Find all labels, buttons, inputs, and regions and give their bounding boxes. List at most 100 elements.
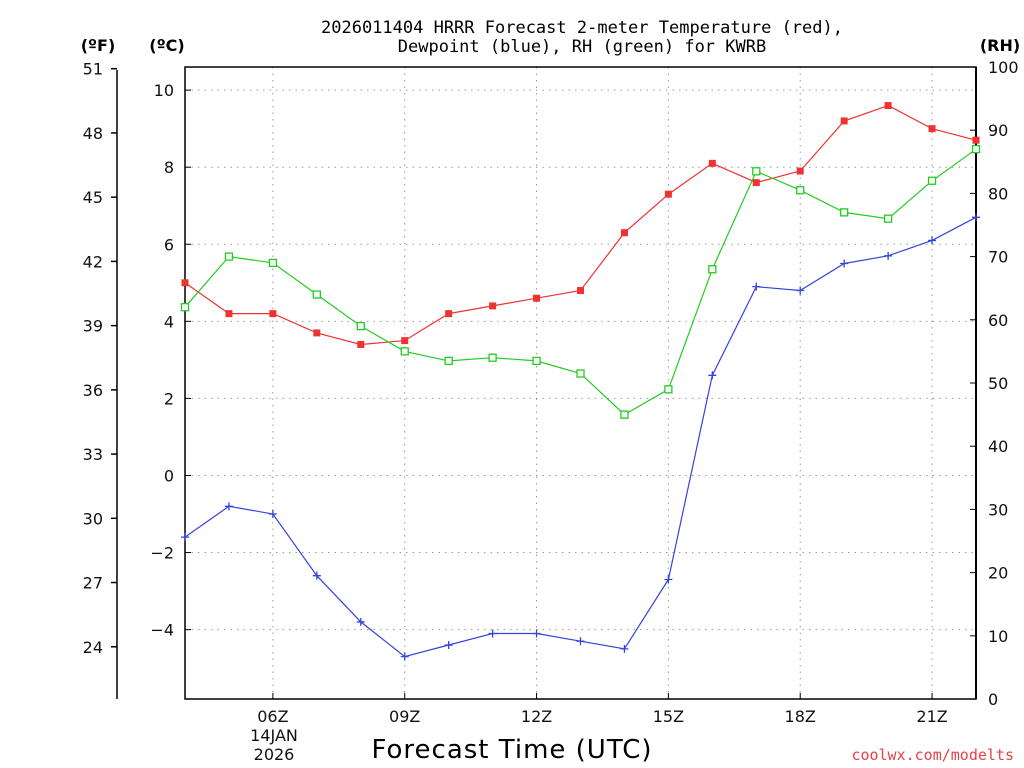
dewpoint-point [356, 617, 365, 626]
x-tick-label: 18Z [785, 707, 816, 726]
plot-frame [184, 66, 977, 700]
celsius-tick-label: 10 [154, 81, 174, 100]
celsius-tick-label: −4 [150, 621, 174, 640]
rh-point [927, 176, 937, 185]
rh-point [444, 356, 453, 366]
chart-title-line-1: 2026011404 HRRR Forecast 2-meter Tempera… [321, 18, 843, 38]
dewpoint-point [400, 652, 409, 661]
x-tick-label: 21Z [916, 707, 947, 726]
temperature-point [620, 229, 628, 237]
temperature-point [796, 167, 804, 175]
fahrenheit-tick-label: 39 [83, 317, 103, 336]
rh-tick-label: 70 [988, 248, 1008, 267]
rh-point [356, 321, 365, 331]
temperature-point [752, 179, 760, 187]
celsius-tick-label: 2 [164, 389, 174, 408]
temperature-point [840, 117, 848, 125]
temperature-point [225, 310, 233, 318]
temperature-point [533, 294, 541, 302]
dewpoint-point [268, 510, 277, 519]
dewpoint-point [972, 213, 980, 222]
fahrenheit-tick-label: 36 [83, 381, 103, 400]
temperature-point [269, 310, 277, 318]
dewpoint-point [664, 575, 673, 584]
temperature-point [708, 159, 716, 167]
rh-tick-label: 30 [988, 500, 1008, 519]
rh-point [400, 347, 409, 356]
rh-point [840, 208, 849, 217]
rh-point [488, 353, 497, 362]
temperature-point [401, 337, 409, 345]
dewpoint-point [752, 282, 761, 291]
fahrenheit-tick-label: 24 [83, 638, 103, 657]
dewpoint-point [928, 236, 937, 245]
rh-point [312, 290, 321, 299]
fahrenheit-tick-label: 48 [83, 124, 103, 143]
data-series [180, 102, 981, 661]
temperature-point [972, 136, 980, 144]
fahrenheit-tick-label: 27 [83, 574, 103, 593]
rh-point [664, 385, 673, 394]
dewpoint-point [488, 629, 497, 638]
x-axis-title: Forecast Time (UTC) [371, 735, 652, 765]
fahrenheit-tick-label: 45 [83, 188, 103, 207]
celsius-tick-label: 6 [164, 235, 174, 254]
dewpoint-point [444, 641, 453, 650]
rh-point [752, 167, 761, 176]
gridlines [185, 67, 976, 699]
rh-tick-label: 50 [988, 374, 1008, 393]
temperature-line [184, 104, 977, 346]
rh-point [576, 369, 585, 378]
dewpoint-point [840, 259, 849, 268]
rh-point [883, 214, 893, 223]
rh-point [620, 410, 629, 419]
date-label-line-2: 2026 [254, 745, 295, 764]
date-label-line-1: 14JAN [250, 726, 298, 745]
temperature-point [313, 329, 321, 337]
dewpoint-point [796, 286, 805, 295]
rh-point [971, 145, 981, 154]
dewpoint-point [884, 251, 893, 260]
rh-tick-label: 60 [988, 311, 1008, 330]
rh-point [224, 252, 234, 261]
dewpoint-point [312, 571, 321, 580]
temperature-point [577, 287, 584, 295]
fahrenheit-unit-label: (ºF) [81, 36, 116, 55]
temperature-point [664, 190, 672, 198]
dewpoint-point [620, 644, 629, 653]
x-tick-label: 15Z [653, 707, 684, 726]
rh-tick-label: 100 [988, 58, 1019, 77]
celsius-tick-label: 0 [164, 466, 174, 485]
fahrenheit-tick-label: 51 [83, 60, 103, 79]
rh-point [180, 303, 190, 312]
celsius-unit-label: (ºC) [149, 36, 184, 55]
temperature-point [181, 279, 189, 287]
x-tick-label: 09Z [389, 707, 420, 726]
x-tick-label: 06Z [257, 707, 288, 726]
rh-point [708, 265, 717, 274]
rh-point [796, 186, 805, 195]
dewpoint-line [184, 216, 977, 658]
rh-tick-label: 80 [988, 184, 1008, 203]
fahrenheit-tick-label: 33 [83, 445, 103, 464]
dewpoint-point [532, 629, 541, 638]
temperature-point [489, 302, 497, 310]
rh-tick-label: 20 [988, 564, 1008, 583]
rh-tick-label: 40 [988, 437, 1008, 456]
celsius-tick-label: −2 [150, 544, 174, 563]
fahrenheit-tick-label: 30 [83, 509, 103, 528]
rh-point [532, 356, 541, 366]
dewpoint-point [181, 533, 189, 542]
axis-ticks: 1086420−2−451484542393633302724100908070… [83, 58, 1019, 726]
dewpoint-point [224, 502, 233, 511]
chart-title-line-2: Dewpoint (blue), RH (green) for KWRB [398, 37, 766, 57]
celsius-tick-label: 8 [164, 158, 174, 177]
dewpoint-point [576, 637, 585, 646]
temperature-point [884, 102, 892, 110]
rh-tick-label: 0 [988, 690, 998, 709]
rh-tick-label: 10 [988, 627, 1008, 646]
rh-tick-label: 90 [988, 121, 1008, 140]
rh-point [268, 258, 278, 268]
dewpoint-point [708, 371, 717, 380]
